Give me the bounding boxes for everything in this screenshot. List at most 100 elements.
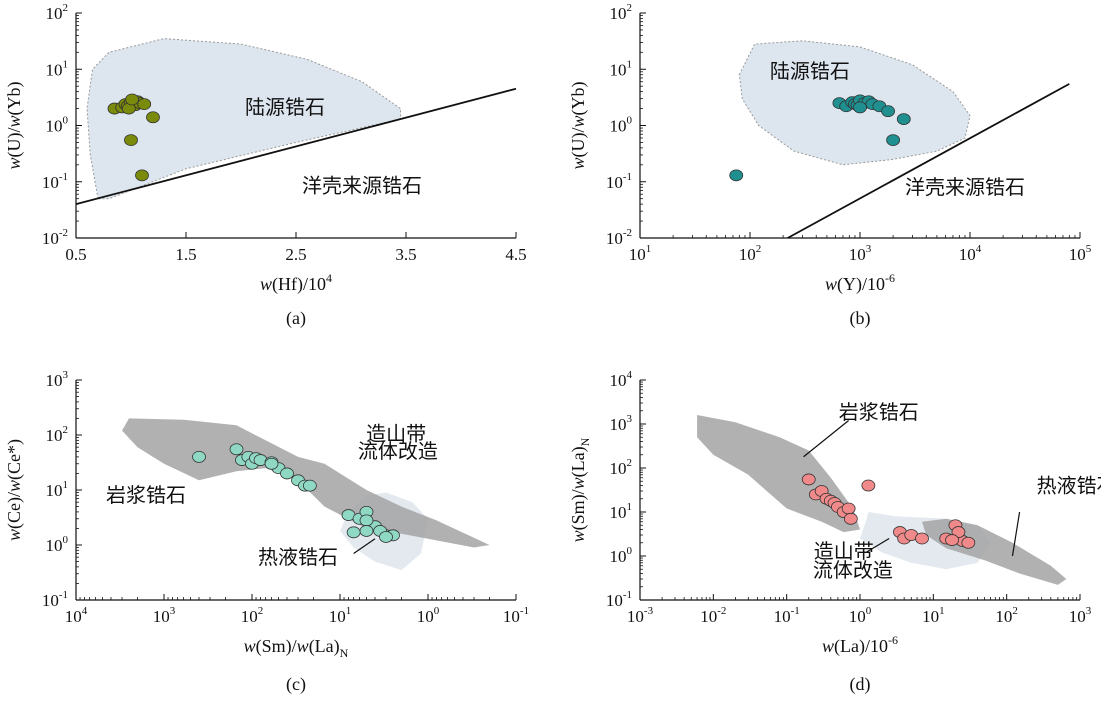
y-tick-label: 102 — [46, 424, 69, 445]
x-tick-label: 10-1 — [774, 605, 800, 626]
y-tick-label: 100 — [610, 115, 633, 136]
label-leader-line-2 — [865, 537, 890, 554]
region-label: 热液锆石 — [258, 545, 338, 569]
data-point — [841, 502, 856, 515]
data-point — [359, 525, 374, 537]
x-tick-label: 10-2 — [700, 605, 726, 626]
x-tick-label: 101 — [329, 605, 352, 626]
field-polygon-1 — [697, 415, 860, 533]
data-point — [886, 134, 901, 147]
data-point — [264, 457, 279, 470]
y-tick-label: 10-1 — [42, 171, 68, 192]
y-tick-label: 10-1 — [606, 171, 632, 192]
data-point — [346, 526, 361, 539]
data-point — [124, 134, 138, 147]
x-tick-label: 4.5 — [505, 245, 526, 264]
x-tick-label: 3.5 — [395, 245, 416, 264]
y-tick-label: 103 — [46, 369, 69, 390]
region-label: 洋壳来源锆石 — [905, 175, 1025, 199]
y-tick-label: 102 — [46, 2, 69, 23]
region-label: 造山带 — [366, 421, 426, 445]
field-polygon-0 — [86, 38, 401, 200]
region-label: 岩浆锆石 — [106, 483, 186, 507]
label-leader-line-0 — [353, 538, 376, 555]
x-axis-label: w(Hf)/104 — [260, 271, 332, 295]
x-tick-label: 105 — [1069, 243, 1092, 264]
y-tick-label: 101 — [610, 501, 633, 522]
label-leader-line-0 — [803, 420, 850, 458]
y-tick-label: 103 — [610, 413, 633, 434]
y-tick-label: 101 — [46, 58, 69, 79]
region-label: 陆源锆石 — [245, 95, 325, 119]
region-label: 流体改造 — [813, 558, 893, 582]
data-point — [853, 101, 867, 114]
data-point — [945, 534, 959, 546]
data-point — [881, 105, 895, 118]
data-point — [379, 531, 393, 543]
x-tick-label: 100 — [849, 605, 872, 626]
y-tick-label: 100 — [46, 115, 69, 136]
panel-label: (b) — [850, 308, 871, 329]
chart-panel-c: 104 103 102 101 100 10-1 10-1 100 101 102 103 岩浆锆石 造… — [4, 369, 529, 695]
panel-label: (c) — [286, 674, 306, 695]
label-leader-line-1 — [1011, 511, 1021, 557]
panel-label: (d) — [850, 674, 871, 695]
y-axis-label: w(Sm)/w(La)N — [568, 437, 592, 542]
x-tick-label: 103 — [849, 243, 872, 264]
region-label: 陆源锆石 — [770, 59, 850, 83]
x-tick-label: 104 — [959, 243, 982, 264]
x-tick-label: 101 — [922, 605, 945, 626]
x-tick-label: 102 — [739, 243, 762, 264]
x-axis-label: w(Sm)/w(La)N — [244, 636, 349, 660]
y-tick-label: 104 — [610, 369, 633, 390]
x-tick-label: 102 — [241, 605, 264, 626]
x-tick-label: 101 — [629, 243, 652, 264]
region-label: 造山带 — [814, 539, 874, 563]
y-tick-label: 101 — [46, 479, 69, 500]
data-point — [192, 450, 206, 463]
data-point — [359, 514, 374, 527]
region-label: 流体改造 — [358, 439, 438, 463]
data-point — [915, 532, 929, 545]
x-tick-label: 103 — [153, 605, 176, 626]
x-tick-label: 1.5 — [175, 245, 196, 264]
x-tick-label: 2.5 — [285, 245, 306, 264]
data-point — [125, 93, 140, 106]
data-point — [280, 467, 294, 480]
y-tick-label: 10-2 — [42, 227, 68, 248]
data-point — [302, 479, 317, 492]
chart-panel-a: 0.5 1.5 2.5 3.5 4.5 10-2 10-1 100 101 102 陆源锆石洋壳来源… — [4, 2, 527, 329]
chart-panel-d: 10-3 10-2 10-1 100 101 102 103 10-1 100 101 102 103… — [568, 369, 1101, 695]
region-label: 岩浆锆石 — [839, 400, 919, 424]
y-tick-label: 102 — [610, 457, 633, 478]
chart-panel-b: 101 102 103 104 105 10-2 10-1 100 101 102 陆源锆石洋壳来源… — [568, 2, 1092, 329]
discrimination-line — [75, 87, 517, 206]
region-label: 热液锆石 — [1037, 473, 1101, 497]
y-axis-label: w(Ce)/w(Ce*) — [4, 439, 25, 541]
y-axis-label: w(U)/w(Yb) — [4, 81, 25, 169]
x-tick-label: 10-1 — [503, 605, 529, 626]
x-tick-label: 104 — [65, 605, 88, 626]
data-point — [729, 169, 744, 182]
data-point — [137, 98, 152, 111]
x-axis-label: w(La)/10-6 — [822, 633, 898, 657]
data-point — [135, 169, 149, 182]
x-tick-label: 0.5 — [65, 245, 86, 264]
x-tick-label: 103 — [1069, 605, 1092, 626]
y-tick-label: 10-1 — [42, 589, 68, 610]
data-point — [843, 512, 858, 525]
x-tick-label: 102 — [995, 605, 1018, 626]
data-point — [961, 536, 976, 549]
x-axis-label: w(Y)/10-6 — [825, 271, 895, 295]
discrimination-line — [787, 83, 1070, 239]
y-axis-label: w(U)/w(Yb) — [568, 81, 589, 169]
x-tick-label: 10-3 — [627, 605, 654, 626]
data-point — [896, 113, 911, 125]
y-tick-label: 100 — [46, 534, 69, 555]
region-label: 洋壳来源锆石 — [302, 173, 422, 197]
y-tick-label: 100 — [610, 545, 633, 566]
y-tick-label: 102 — [610, 2, 633, 23]
data-point — [861, 479, 876, 492]
y-tick-label: 101 — [610, 58, 633, 79]
